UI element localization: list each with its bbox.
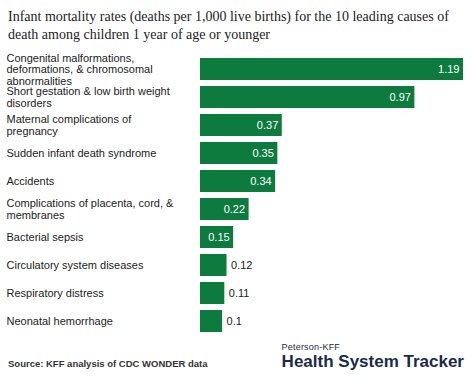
svg-text:0.12: 0.12 <box>231 259 252 271</box>
svg-text:Maternal complications ofpregn: Maternal complications ofpregnancy <box>7 113 133 137</box>
svg-text:Bacterial sepsis: Bacterial sepsis <box>7 231 85 243</box>
svg-text:0.35: 0.35 <box>252 147 273 159</box>
svg-text:0.97: 0.97 <box>389 91 410 103</box>
html-text:Source: KFF analysis of CDC WO: Source: KFF analysis of CDC WONDER data <box>8 358 208 369</box>
svg-text:0.34: 0.34 <box>250 175 271 187</box>
svg-text:Congenital malformations,defor: Congenital malformations,deformations, &… <box>7 52 153 87</box>
svg-text:Sudden infant death syndrome: Sudden infant death syndrome <box>7 147 157 159</box>
html-text:Health System Tracker: Health System Tracker <box>281 352 464 371</box>
html-text:Infant mortality rates (deaths: Infant mortality rates (deaths per 1,000… <box>8 9 449 42</box>
svg-text:Circulatory system diseases: Circulatory system diseases <box>7 259 144 271</box>
svg-text:0.37: 0.37 <box>257 119 278 131</box>
html-text:Peterson-KFF: Peterson-KFF <box>281 342 340 352</box>
svg-text:Accidents: Accidents <box>7 175 55 187</box>
svg-text:Complications of placenta, cor: Complications of placenta, cord, &membra… <box>7 197 175 221</box>
svg-text:1.19: 1.19 <box>438 63 459 75</box>
svg-text:0.1: 0.1 <box>227 315 242 327</box>
svg-text:0.11: 0.11 <box>229 287 250 299</box>
svg-text:Neonatal hemorrhage: Neonatal hemorrhage <box>7 315 113 327</box>
svg-text:Respiratory distress: Respiratory distress <box>7 287 105 299</box>
svg-text:0.15: 0.15 <box>208 231 229 243</box>
svg-text:Short gestation & low birth we: Short gestation & low birth weightdisord… <box>7 85 170 109</box>
svg-text:0.22: 0.22 <box>224 203 245 215</box>
